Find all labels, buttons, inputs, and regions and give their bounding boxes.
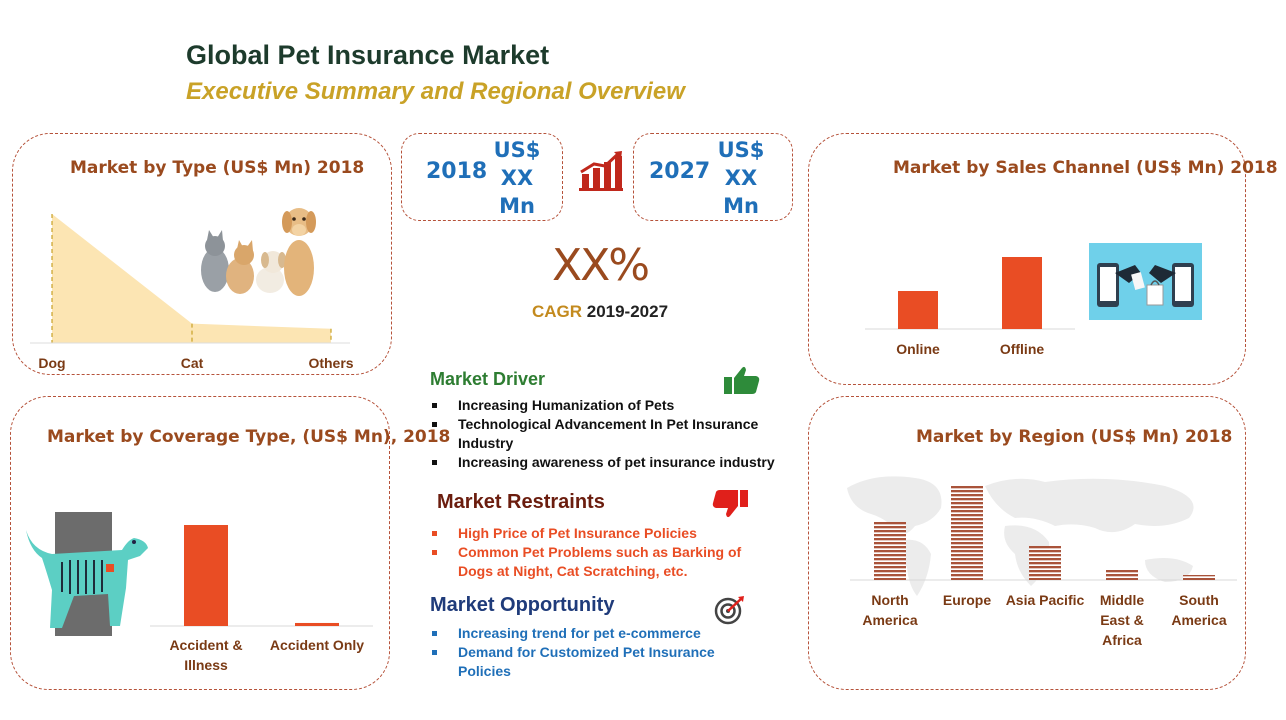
region-bar	[1029, 546, 1061, 580]
sales-chart-title: Market by Sales Channel (US$ Mn) 2018	[893, 158, 1278, 178]
sales-channel-panel	[808, 133, 1246, 385]
list-item: Increasing Humanization of Pets	[430, 396, 780, 415]
coverage-bar	[295, 622, 339, 626]
region-bar	[874, 522, 906, 580]
region-bar	[1183, 575, 1215, 580]
region-tick-label: Middle East & Africa	[1100, 592, 1145, 648]
driver-list: Increasing Humanization of Pets Technolo…	[430, 396, 780, 472]
coverage-bar	[184, 525, 228, 626]
kpi-2027-box	[633, 133, 793, 221]
ecommerce-illustration	[1089, 243, 1202, 320]
sales-bar	[898, 291, 938, 329]
coverage-chart-title: Market by Coverage Type, (US$ Mn), 2018	[47, 427, 451, 447]
list-item: Technological Advancement In Pet Insuran…	[430, 415, 780, 453]
dog-xray-illustration	[26, 512, 148, 636]
region-chart-title: Market by Region (US$ Mn) 2018	[916, 427, 1233, 447]
region-tick-label: South America	[1171, 592, 1226, 628]
kpi-2018-value: US$ XX Mn	[493, 138, 541, 218]
type-tick-label: Cat	[181, 355, 204, 371]
opportunity-list: Increasing trend for pet e-commerce Dema…	[430, 624, 760, 681]
thumbs-up-icon	[724, 366, 760, 394]
target-icon	[714, 596, 744, 625]
sales-bar-chart: Online Offline	[865, 257, 1075, 357]
type-tick-label: Dog	[38, 355, 65, 371]
cagr-label-row: CAGR 2019-2027	[500, 302, 700, 322]
region-tick-label: Asia Pacific	[1006, 592, 1085, 608]
region-bar	[951, 486, 983, 580]
type-chart-title: Market by Type (US$ Mn) 2018	[70, 158, 365, 178]
restraints-list: High Price of Pet Insurance Policies Com…	[430, 524, 780, 581]
list-item: Increasing awareness of pet insurance in…	[430, 453, 780, 472]
sales-tick-label: Online	[896, 341, 940, 357]
cagr-value: XX%	[551, 240, 650, 291]
type-tick-label: Others	[308, 355, 353, 371]
coverage-tick-label: Accident Only	[270, 637, 364, 653]
driver-title: Market Driver	[430, 369, 546, 389]
region-panel	[808, 396, 1246, 690]
type-panel	[12, 133, 392, 375]
coverage-panel	[10, 396, 390, 690]
region-bar	[1106, 570, 1138, 580]
list-item: Demand for Customized Pet Insurance Poli…	[430, 643, 760, 681]
page-title: Global Pet Insurance Market	[186, 40, 550, 70]
list-item: Increasing trend for pet e-commerce	[430, 624, 760, 643]
kpi-2018-year: 2018	[426, 159, 488, 184]
region-tick-label: North America	[862, 592, 917, 628]
type-area-chart: Dog Cat Others	[30, 214, 354, 371]
pets-illustration	[201, 208, 316, 296]
cagr-label: CAGR	[531, 302, 582, 321]
list-item: Common Pet Problems such as Barking of D…	[430, 543, 780, 581]
coverage-tick-label: Accident & Illness	[169, 637, 242, 673]
coverage-bar-chart: Accident & Illness Accident Only	[150, 525, 373, 673]
list-item: High Price of Pet Insurance Policies	[430, 524, 780, 543]
kpi-2018-box	[401, 133, 563, 221]
kpi-2027-year: 2027	[649, 159, 711, 184]
thumbs-down-icon	[712, 490, 748, 518]
type-area	[52, 214, 331, 343]
sales-tick-label: Offline	[1000, 341, 1045, 357]
kpi-2027-value: US$ XX Mn	[717, 138, 765, 218]
sales-bar	[1002, 257, 1042, 329]
region-bar-chart: North America Europe Asia Pacific Middle East…	[850, 486, 1237, 648]
region-tick-label: Europe	[943, 592, 991, 608]
restraints-title: Market Restraints	[437, 491, 605, 513]
cagr-period: 2019-2027	[586, 302, 669, 321]
growth-chart-icon	[579, 151, 623, 191]
page-subtitle: Executive Summary and Regional Overview	[186, 78, 685, 105]
opportunity-title: Market Opportunity	[430, 594, 615, 616]
world-map-illustration	[847, 476, 1194, 596]
